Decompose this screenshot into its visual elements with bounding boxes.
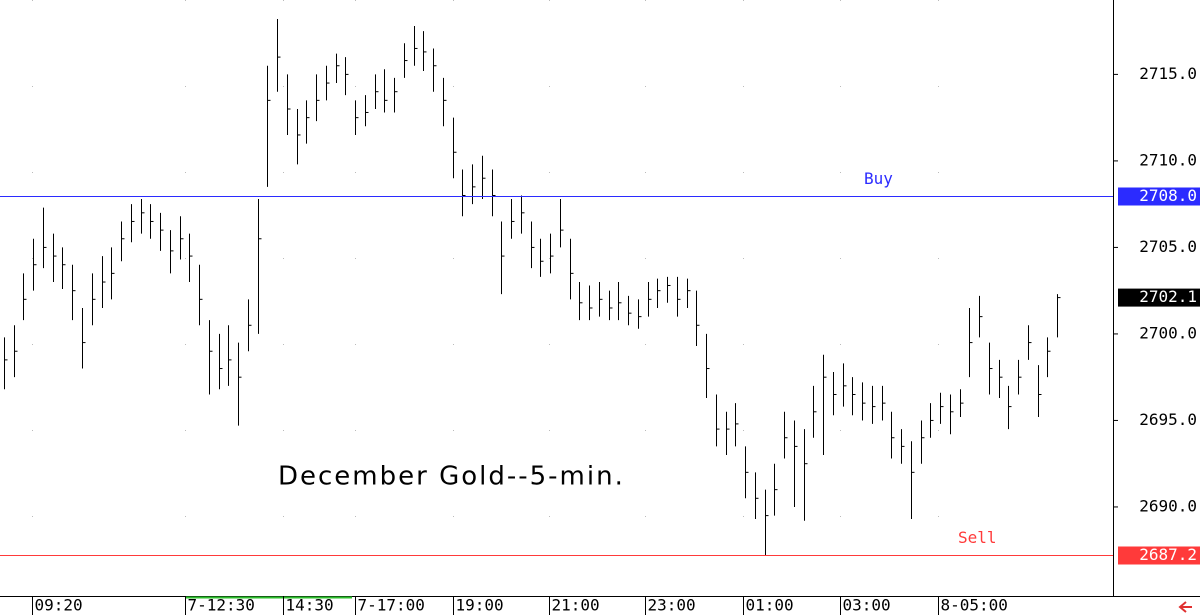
reference-value-box: [1118, 187, 1200, 206]
y-tick-label: 2710.0: [1139, 150, 1197, 169]
x-tick-label: 7-12:30: [188, 596, 255, 615]
reference-value-box: [1118, 546, 1200, 565]
x-tick-label: 8-05:00: [941, 596, 1008, 615]
x-tick-label: 14:30: [286, 596, 334, 615]
reference-name: Buy: [864, 169, 893, 188]
y-tick-label: 2690.0: [1139, 496, 1197, 515]
y-tick-label: 2715.0: [1139, 64, 1197, 83]
last-price-label: 2702.1: [1139, 287, 1197, 306]
y-tick-label: 2695.0: [1139, 410, 1197, 429]
x-tick-label: 09:20: [35, 596, 83, 615]
x-tick-label: 7-17:00: [358, 596, 425, 615]
chart-title: December Gold--5-min.: [278, 462, 625, 492]
x-tick-label: 19:00: [456, 596, 504, 615]
reference-value-label: 2687.2: [1139, 545, 1197, 564]
x-tick-label: 03:00: [843, 596, 891, 615]
y-tick-label: 2705.0: [1139, 237, 1197, 256]
x-tick-label: 01:00: [746, 596, 794, 615]
reference-name: Sell: [958, 528, 997, 547]
reference-value-label: 2708.0: [1139, 186, 1197, 205]
scroll-arrow[interactable]: [1178, 601, 1192, 613]
x-tick-label: 23:00: [648, 596, 696, 615]
last-price-box: [1118, 288, 1200, 307]
x-tick-label: 21:00: [552, 596, 600, 615]
y-tick-label: 2700.0: [1139, 323, 1197, 342]
